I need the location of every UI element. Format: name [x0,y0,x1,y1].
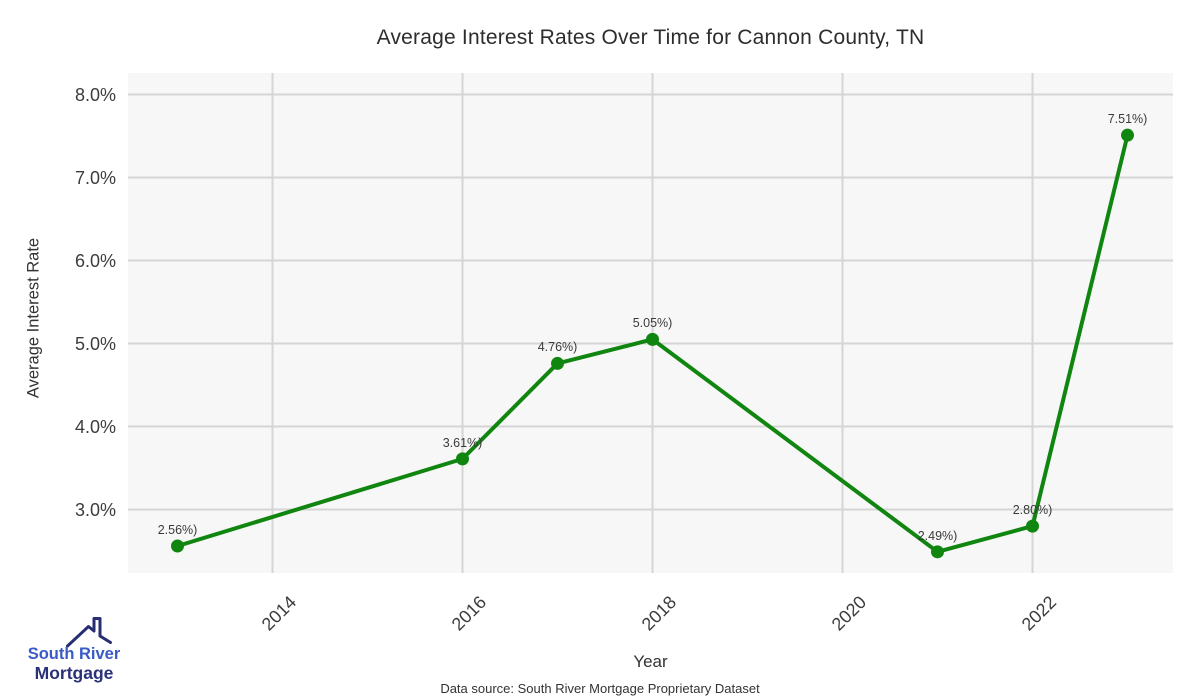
x-tick-label: 2014 [258,592,301,635]
x-tick-label: 2016 [448,592,491,635]
data-point-label: 4.76%) [537,340,578,355]
y-tick-label: 5.0% [74,333,116,354]
y-tick-label: 7.0% [74,167,116,188]
data-point-marker [551,356,564,370]
data-point-label: 2.56%) [157,523,198,538]
y-tick-label: 3.0% [74,499,116,520]
y-tick-label: 4.0% [74,416,116,437]
y-axis-title: Average Interest Rate [24,237,43,399]
logo-text-mortgage: Mortgage [34,663,114,683]
data-point-marker [646,332,659,346]
company-logo: South River Mortgage [14,604,134,689]
data-point-label: 3.61%) [442,435,483,450]
data-point-label: 5.05%) [632,316,673,331]
data-point-label: 2.49%) [917,528,958,543]
data-point-marker [931,545,944,559]
y-tick-label: 6.0% [74,250,116,271]
x-tick-label: 2018 [638,592,681,635]
plot-area [128,73,1173,573]
x-tick-label: 2022 [1018,592,1061,635]
data-point-label: 2.80%) [1012,503,1053,518]
data-point-marker [456,452,469,466]
x-axis-title: Year [633,652,668,671]
house-roof-icon [66,617,112,648]
data-point-marker [1026,519,1039,533]
y-tick-label: 8.0% [74,84,116,105]
x-tick-label: 2020 [828,592,871,635]
data-point-label: 7.51%) [1107,112,1148,127]
data-point-marker [1121,128,1134,142]
data-point-marker [171,539,184,553]
chart-title: Average Interest Rates Over Time for Can… [376,26,925,49]
data-source-note: Data source: South River Mortgage Propri… [440,681,760,696]
line-chart-svg [128,73,1173,573]
logo-text-south-river: South River [27,645,121,663]
